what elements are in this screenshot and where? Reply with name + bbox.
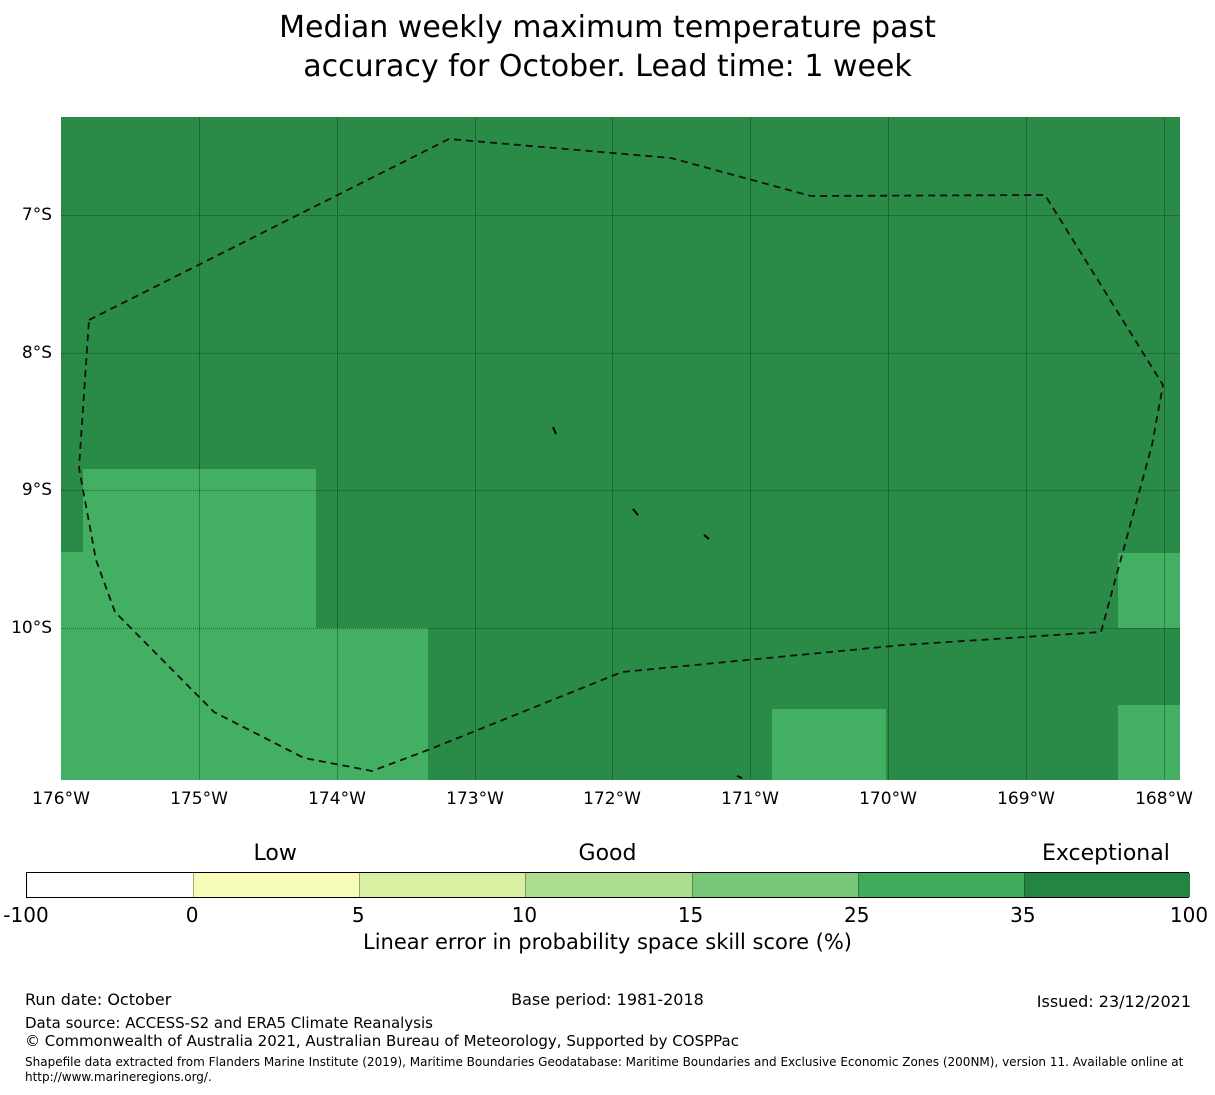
colorbar-tick-label: 35 bbox=[1010, 903, 1036, 927]
colorbar-segment bbox=[857, 873, 1025, 897]
x-tick-label: 169°W bbox=[997, 789, 1055, 809]
colorbar-zone-label: Exceptional bbox=[1041, 841, 1170, 866]
x-tick-label: 171°W bbox=[721, 789, 779, 809]
x-tick-label: 173°W bbox=[446, 789, 504, 809]
colorbar-tick-label: 25 bbox=[843, 903, 870, 927]
x-tick-label: 176°W bbox=[32, 789, 90, 809]
grid-line-horizontal bbox=[61, 490, 1180, 491]
colorbar-divider bbox=[691, 873, 693, 897]
x-tick-label: 170°W bbox=[859, 789, 917, 809]
base-period-text: Base period: 1981-2018 bbox=[511, 990, 704, 1009]
x-tick-label: 172°W bbox=[583, 789, 641, 809]
grid-line-horizontal bbox=[61, 215, 1180, 216]
grid-line-vertical bbox=[475, 117, 476, 780]
x-tick-label: 168°W bbox=[1135, 789, 1193, 809]
grid-line-vertical bbox=[612, 117, 613, 780]
y-tick-label: 10°S bbox=[11, 618, 52, 638]
colorbar-axis-label: Linear error in probability space skill … bbox=[363, 930, 852, 954]
colorbar-segment bbox=[193, 873, 360, 897]
run-date-text: Run date: October bbox=[25, 990, 172, 1009]
grid-line-vertical bbox=[888, 117, 889, 780]
colorbar-segment bbox=[691, 873, 859, 897]
colorbar-zone-label: Low bbox=[253, 841, 297, 866]
colorbar-segment bbox=[525, 873, 693, 897]
grid-line-vertical bbox=[1164, 117, 1165, 780]
colorbar-divider bbox=[193, 873, 195, 897]
island-mark bbox=[632, 508, 639, 516]
colorbar-divider bbox=[525, 873, 527, 897]
island-mark bbox=[736, 775, 743, 779]
chart-title-line1: Median weekly maximum temperature past bbox=[279, 10, 936, 45]
colorbar-tick-label: 100 bbox=[1169, 903, 1209, 927]
grid-line-horizontal bbox=[61, 628, 1180, 629]
colorbar-tick-label: 0 bbox=[185, 903, 199, 927]
x-tick-label: 174°W bbox=[308, 789, 366, 809]
eez-boundary-layer bbox=[78, 138, 1164, 779]
chart-title-line2: accuracy for October. Lead time: 1 week bbox=[303, 49, 912, 84]
grid-line-vertical bbox=[199, 117, 200, 780]
colorbar-tick-label: -100 bbox=[3, 903, 49, 927]
y-tick-label: 9°S bbox=[21, 480, 52, 500]
shapefile-note-text: Shapefile data extracted from Flanders M… bbox=[25, 1055, 1184, 1084]
skill-patch-medium bbox=[1118, 553, 1180, 628]
colorbar-segment bbox=[27, 873, 194, 897]
colorbar-tick-label: 15 bbox=[677, 903, 704, 927]
grid-line-horizontal bbox=[61, 353, 1180, 354]
island-mark bbox=[552, 426, 557, 435]
grid-line-vertical bbox=[337, 117, 338, 780]
colorbar-segment bbox=[359, 873, 526, 897]
y-tick-label: 7°S bbox=[21, 205, 52, 225]
colorbar-divider bbox=[1023, 873, 1025, 897]
issued-date-text: Issued: 23/12/2021 bbox=[1036, 992, 1191, 1011]
colorbar bbox=[26, 872, 1191, 898]
skill-patch-medium bbox=[83, 469, 316, 628]
skill-patch-medium bbox=[61, 628, 428, 780]
grid-line-vertical bbox=[750, 117, 751, 780]
map-area bbox=[61, 117, 1180, 780]
colorbar-divider bbox=[359, 873, 361, 897]
colorbar-tick-label: 5 bbox=[351, 903, 365, 927]
y-tick-label: 8°S bbox=[21, 343, 52, 363]
colorbar-zone-label: Good bbox=[578, 841, 637, 866]
island-mark bbox=[703, 534, 710, 540]
eez-boundary-dashed bbox=[78, 138, 1164, 772]
copyright-text: © Commonwealth of Australia 2021, Austra… bbox=[25, 1032, 739, 1050]
colorbar-divider bbox=[857, 873, 859, 897]
skill-patch-medium bbox=[1118, 705, 1180, 780]
skill-patch-medium bbox=[772, 709, 886, 780]
x-tick-label: 175°W bbox=[170, 789, 228, 809]
grid-line-vertical bbox=[1026, 117, 1027, 780]
data-source-text: Data source: ACCESS-S2 and ERA5 Climate … bbox=[25, 1014, 433, 1032]
colorbar-tick-label: 10 bbox=[511, 903, 538, 927]
colorbar-segment bbox=[1023, 873, 1191, 897]
